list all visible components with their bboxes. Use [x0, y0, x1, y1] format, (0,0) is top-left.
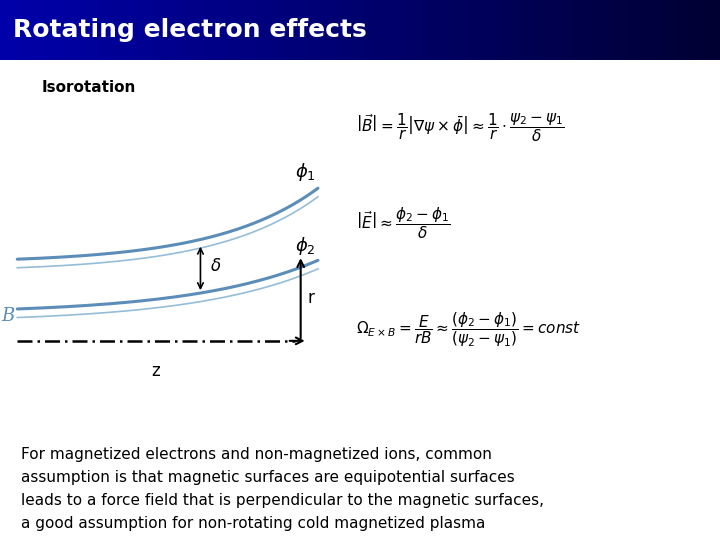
Text: For magnetized electrons and non-magnetized ions, common
assumption is that magn: For magnetized electrons and non-magneti… — [22, 447, 544, 531]
Text: $\left|\vec{B}\right| = \dfrac{1}{r}\left|\nabla\psi\times\bar{\phi}\right| \app: $\left|\vec{B}\right| = \dfrac{1}{r}\lef… — [356, 111, 564, 144]
Text: $\phi_1$: $\phi_1$ — [295, 161, 316, 183]
Text: $\Omega_{E\times B} = \dfrac{E}{rB} \approx \dfrac{(\phi_2 - \phi_1)}{(\psi_2 - : $\Omega_{E\times B} = \dfrac{E}{rB} \app… — [356, 310, 581, 349]
Text: $\phi_2$: $\phi_2$ — [295, 235, 316, 256]
Text: r: r — [307, 289, 315, 307]
Text: $\left|\vec{E}\right| \approx \dfrac{\phi_2 - \phi_1}{\delta}$: $\left|\vec{E}\right| \approx \dfrac{\ph… — [356, 205, 450, 241]
Text: Isorotation: Isorotation — [42, 80, 136, 96]
Text: B: B — [1, 307, 15, 325]
Text: Rotating electron effects: Rotating electron effects — [13, 18, 366, 42]
Text: z: z — [151, 362, 160, 380]
Text: $\delta$: $\delta$ — [210, 258, 222, 275]
